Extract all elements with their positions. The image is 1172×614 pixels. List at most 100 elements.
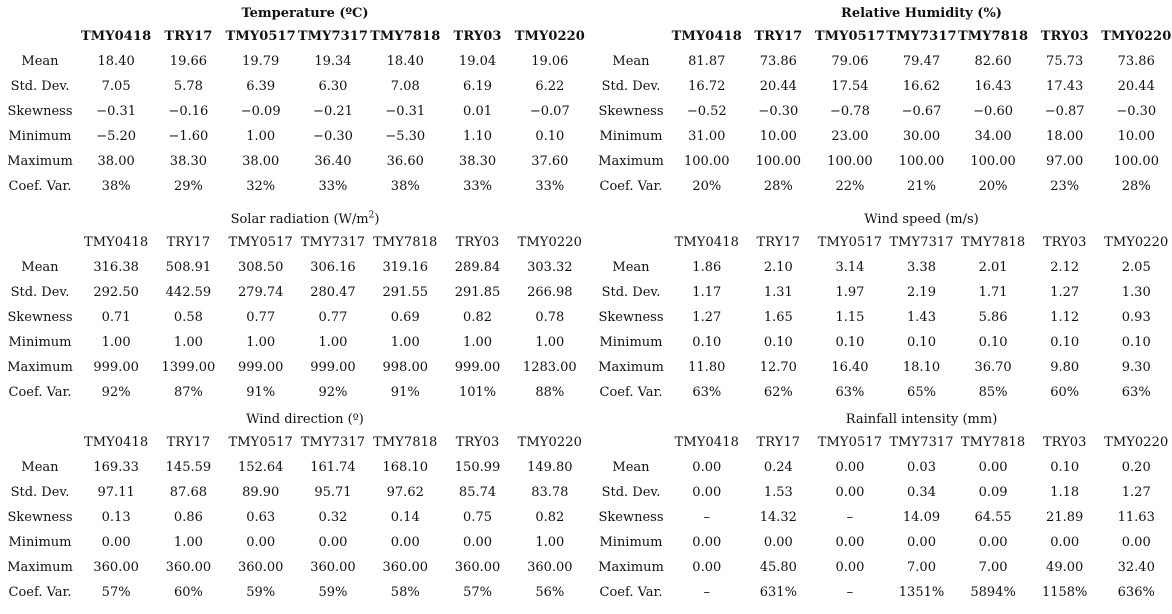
- stat-value: 59%: [246, 585, 276, 600]
- column-header: TMY7818: [960, 235, 1026, 250]
- stat-value: 0.10: [835, 335, 865, 350]
- stat-value: 37.60: [531, 154, 569, 169]
- stat-value: 11.63: [1117, 510, 1155, 525]
- stat-value: 292.50: [93, 285, 139, 300]
- stat-value: 38.00: [97, 154, 135, 169]
- stat-value: −0.87: [1044, 104, 1085, 119]
- stat-value: 7.00: [907, 560, 936, 575]
- stat-row: Std. Dev. 292.50 442.59 279.74 280.47 291.55 2…: [0, 280, 586, 305]
- stat-value: 0.00: [692, 460, 722, 475]
- stat-value: 20.44: [759, 79, 797, 94]
- stat-value: 60%: [1050, 385, 1080, 400]
- relative-humidity-table: Relative Humidity (%) TMY0418 TRY17 TMY0…: [591, 4, 1172, 199]
- column-header: TRY17: [166, 435, 211, 450]
- stat-label: Minimum: [8, 335, 72, 350]
- stat-value: 0.03: [907, 460, 936, 475]
- stat-label: Std. Dev.: [601, 485, 661, 500]
- panel-title: Rainfall intensity (mm): [845, 412, 998, 427]
- stat-value: 1.00: [535, 335, 565, 350]
- stat-value: 5.78: [173, 79, 203, 94]
- stat-value: 0.77: [246, 310, 276, 325]
- stat-value: 63%: [835, 385, 865, 400]
- stat-value: 88%: [535, 385, 565, 400]
- stat-value: −0.16: [168, 104, 209, 119]
- column-header: TRY03: [455, 235, 500, 250]
- stat-value: 0.71: [101, 310, 131, 325]
- column-header: TMY0517: [814, 29, 886, 44]
- column-header: TMY0220: [1101, 29, 1172, 44]
- stat-value: 1.00: [101, 335, 131, 350]
- stat-label: Mean: [612, 260, 650, 275]
- column-header: TMY0220: [514, 29, 585, 44]
- stat-value: 83.78: [531, 485, 569, 500]
- stat-value: 95.71: [314, 485, 352, 500]
- stat-value: 36.40: [314, 154, 352, 169]
- stat-value: 0.00: [692, 485, 722, 500]
- header-corner: [591, 430, 671, 455]
- stat-value: 149.80: [527, 460, 573, 475]
- stat-value: 20%: [978, 179, 1008, 194]
- stat-value: 360.00: [165, 560, 212, 575]
- stat-value: 0.00: [835, 560, 865, 575]
- stat-value: 999.00: [93, 360, 139, 375]
- stat-row: Mean 316.38 508.91 308.50 306.16 319.16 289.84…: [0, 255, 586, 280]
- stat-value: 92%: [101, 385, 131, 400]
- stat-value: 63%: [1121, 385, 1151, 400]
- stat-value: 79.47: [902, 54, 941, 69]
- stat-value: 31.00: [688, 129, 726, 144]
- stat-value: 10.00: [759, 129, 797, 144]
- stat-value: 64.55: [974, 510, 1012, 525]
- stat-value: 0.00: [835, 535, 865, 550]
- stat-row: Minimum 0.10 0.10 0.10 0.10 0.10 0.10 0.10: [591, 330, 1172, 355]
- column-header: TMY7317: [300, 235, 366, 250]
- stat-value: 75.73: [1046, 54, 1084, 69]
- stat-value: 16.40: [831, 360, 869, 375]
- stat-value: 1.71: [978, 285, 1008, 300]
- stat-value: 2.19: [907, 285, 936, 300]
- temperature-table: Temperature (ºC) TMY0418 TRY17 TMY0517 T…: [0, 4, 586, 199]
- stat-label: Minimum: [599, 129, 663, 144]
- stat-value: 6.39: [246, 79, 276, 94]
- stat-value: 100.00: [827, 154, 873, 169]
- stat-value: 1.00: [246, 335, 276, 350]
- stat-value: 999.00: [237, 360, 284, 375]
- stat-label: Minimum: [599, 535, 663, 550]
- stat-value: 0.93: [1121, 310, 1151, 325]
- stat-value: 91%: [246, 385, 276, 400]
- stat-row: Mean 18.40 19.66 19.79 19.34 18.40 19.04 19.06: [0, 49, 586, 74]
- stat-row: Std. Dev. 7.05 5.78 6.39 6.30 7.08 6.19 6.22: [0, 74, 586, 99]
- stat-label: Coef. Var.: [8, 585, 72, 600]
- stat-value: 101%: [458, 385, 497, 400]
- stat-value: –: [846, 585, 854, 600]
- stat-label: Std. Dev.: [10, 485, 70, 500]
- wind-direction-table: Wind direction (º) TMY0418 TRY17 TMY0517…: [0, 410, 586, 605]
- stat-value: 291.85: [454, 285, 501, 300]
- stat-value: 62%: [763, 385, 793, 400]
- stat-value: 1.00: [535, 535, 565, 550]
- column-header: TMY7317: [889, 435, 954, 450]
- rainfall-intensity-table: Rainfall intensity (mm) TMY0418 TRY17 TM…: [591, 410, 1172, 605]
- stat-label: Skewness: [598, 104, 664, 119]
- stat-value: 631%: [759, 585, 797, 600]
- stat-value: 92%: [318, 385, 348, 400]
- column-header: TRY03: [1042, 435, 1087, 450]
- stat-value: 1.30: [1121, 285, 1151, 300]
- stat-value: 0.86: [173, 510, 203, 525]
- stat-value: 12.70: [759, 360, 797, 375]
- stat-row: Skewness 0.71 0.58 0.77 0.77 0.69 0.82 0.78: [0, 305, 586, 330]
- stat-row: Coef. Var. 63% 62% 63% 65% 85% 60% 63%: [591, 380, 1172, 405]
- stat-label: Coef. Var.: [599, 385, 663, 400]
- stat-value: 18.00: [1046, 129, 1084, 144]
- stat-value: 79.06: [831, 54, 869, 69]
- stat-value: 0.00: [1050, 535, 1080, 550]
- stat-value: 0.82: [535, 510, 565, 525]
- stat-value: 0.10: [907, 335, 936, 350]
- stat-value: 999.00: [310, 360, 356, 375]
- panel-title: Relative Humidity (%): [841, 6, 1002, 21]
- stat-value: 0.24: [763, 460, 793, 475]
- stat-value: 17.43: [1046, 79, 1084, 94]
- stat-value: 14.09: [902, 510, 941, 525]
- stat-row: Coef. Var. 57% 60% 59% 59% 58% 57% 56%: [0, 580, 586, 605]
- stat-value: 7.08: [390, 79, 420, 94]
- stat-value: 360.00: [454, 560, 501, 575]
